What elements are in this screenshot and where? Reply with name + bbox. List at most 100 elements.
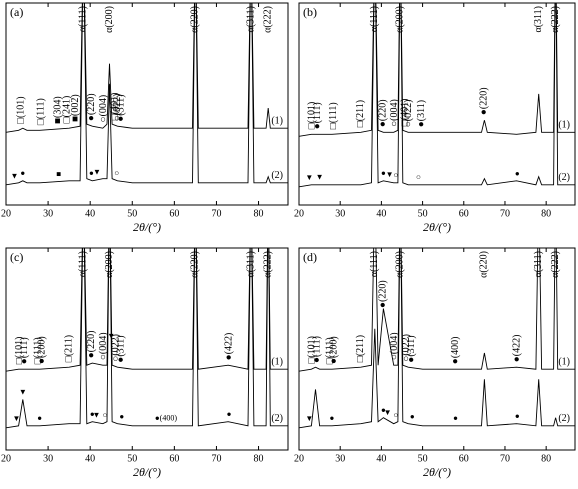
x-tick-label: 60: [459, 208, 469, 219]
phase-marker: ●: [381, 406, 386, 415]
peak-label: ○(022): [112, 94, 123, 122]
x-tick-label: 40: [376, 453, 386, 464]
peak-label: α(200): [395, 6, 406, 33]
plot-frame: [5, 2, 289, 206]
phase-marker: ▼: [93, 410, 101, 419]
xrd-curve: [6, 248, 288, 429]
x-tick-label: 80: [254, 453, 264, 464]
phase-marker: ▼: [305, 414, 313, 423]
xrd-curve: [299, 3, 575, 188]
x-tick-label: 20: [294, 453, 304, 464]
peak-label: □(101): [306, 102, 317, 130]
phase-marker: ●: [20, 169, 25, 178]
panel-label: (c): [10, 250, 23, 264]
phase-marker: ▼: [386, 170, 394, 179]
xrd-curve: [299, 248, 575, 372]
x-tick-label: 30: [43, 453, 53, 464]
peak-label: ○(004): [389, 332, 400, 360]
xrd-curve: [6, 248, 288, 372]
peak-label: □(401): [400, 98, 411, 126]
phase-marker: ▼: [19, 387, 27, 396]
peak-label: ●(311): [116, 94, 127, 121]
peak-label: ○(022): [401, 334, 412, 362]
x-tick-label: 30: [335, 208, 345, 219]
peak-label: α(311): [245, 6, 256, 33]
xrd-curve: [6, 3, 288, 186]
peak-label: α(200): [104, 251, 115, 278]
phase-marker: ●: [515, 412, 520, 421]
plot-frame: [298, 2, 576, 206]
panel: (d) 20 30 40 50 60 70 80 2θ/(°) (1) (2) □(101)●(111…: [294, 247, 576, 479]
peak-label: ■(304): [52, 96, 63, 124]
curves: [299, 248, 575, 429]
x-tick-label: 20: [1, 208, 11, 219]
curve-label: (2): [558, 413, 570, 424]
peak-label: ●(311): [416, 100, 427, 127]
peak-label: □(101): [14, 336, 25, 364]
phase-marker: ▼: [10, 171, 18, 180]
peak-label: ●(422): [223, 333, 234, 361]
peak-label: ●(111): [311, 336, 322, 363]
phase-marker: ●: [330, 414, 335, 423]
phase-marker: ●: [37, 414, 42, 423]
peak-label: α(111): [369, 6, 380, 32]
peak-label: ●(422): [512, 335, 523, 363]
x-axis-label: 2θ/(°): [133, 465, 161, 479]
peak-label: ●(200): [36, 336, 47, 364]
peak-label: □(111): [36, 98, 47, 125]
phase-marker: ▼: [384, 408, 392, 417]
peak-label: □(211): [355, 100, 366, 127]
peak-label: ●(200): [329, 336, 340, 364]
panel: (b) 20 30 40 50 60 70 80 2θ/(°) (1) (2) □(101)●(111…: [294, 2, 576, 234]
peak-label: α(111): [78, 6, 89, 32]
peak-label: α(200): [104, 6, 115, 33]
phase-marker: ○: [393, 411, 398, 420]
x-tick-label: 80: [254, 208, 264, 219]
x-tick-label: 70: [211, 453, 221, 464]
peak-label: ●(400): [450, 336, 461, 364]
peak-label: □(211): [355, 335, 366, 362]
plot-frame: [298, 247, 576, 451]
phase-marker: ●(400): [155, 414, 177, 423]
x-tick-label: 40: [85, 208, 95, 219]
phase-marker: ▼: [93, 168, 101, 177]
peak-label: □(211): [63, 335, 74, 362]
peak-label: ●(111): [312, 102, 323, 129]
x-tick-label: 70: [500, 453, 510, 464]
peak-label: ■(002): [70, 94, 81, 122]
x-tick-label: 60: [169, 208, 179, 219]
phase-marker: ▼: [305, 173, 313, 182]
phase-marker: ○: [393, 171, 398, 180]
peak-label: □(101): [15, 96, 26, 124]
peak-label: ●(220): [377, 99, 388, 127]
curve-label: (2): [558, 172, 570, 183]
x-tick-label: 70: [211, 208, 221, 219]
x-tick-label: 30: [335, 453, 345, 464]
peak-label: ○(004): [98, 332, 109, 360]
curves: [299, 3, 575, 188]
peak-label: α(311): [533, 6, 544, 33]
x-tick-label: 80: [541, 208, 551, 219]
panel-label: (a): [10, 5, 23, 19]
peak-label: ●(220): [86, 331, 97, 359]
phase-marker: ●: [89, 168, 94, 177]
peak-label: ●(220): [377, 280, 388, 308]
peak-label: ○(022): [403, 100, 414, 128]
peak-label: ●(220): [86, 93, 97, 121]
peak-label: □(101): [306, 336, 317, 364]
x-tick-label: 30: [43, 208, 53, 219]
x-tick-label: 20: [1, 453, 11, 464]
xrd-curve: [299, 3, 575, 137]
peak-label: ○(022): [111, 334, 122, 362]
curve-label: (1): [558, 120, 570, 131]
panel: (a) 20 30 40 50 60 70 80 2θ/(°) (1) (2) □(101) □(111…: [1, 2, 289, 234]
xrd-curve: [299, 248, 575, 429]
peak-label: α(311): [245, 251, 256, 278]
panel: (c) 20 30 40 50 60 70 80 2θ/(°) (1) (2) □(101)●(111…: [1, 247, 289, 479]
x-axis-label: 2θ/(°): [423, 220, 451, 234]
peak-label: □(111): [32, 337, 43, 364]
peak-label: α(222): [263, 251, 274, 278]
curves: [6, 248, 288, 429]
x-axis-label: 2θ/(°): [133, 220, 161, 234]
